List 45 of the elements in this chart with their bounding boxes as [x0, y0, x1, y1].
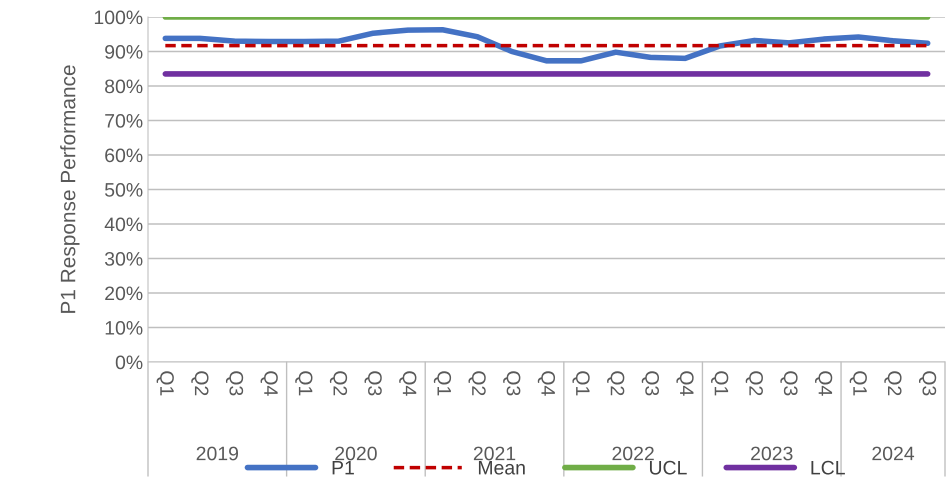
y-tick-label: 50%	[105, 182, 142, 197]
y-tick-label: 0%	[116, 355, 142, 370]
x-tick-label: Q1	[434, 371, 452, 396]
x-tick-label: Q4	[815, 371, 832, 396]
text: 2021	[474, 446, 516, 460]
y-tick-label: 90%	[105, 44, 142, 59]
x-tick-label: Q2	[884, 371, 902, 396]
x-tick-label: Q3	[780, 371, 798, 396]
legend-label: UCL	[650, 460, 687, 475]
y-tick-label: 80%	[105, 79, 142, 94]
x-tick-label: Q2	[607, 371, 624, 396]
y-tick-label: 30%	[104, 252, 142, 266]
y-tick-label: 40%	[104, 217, 142, 232]
x-tick-label: Q3	[642, 371, 660, 396]
y-tick-label: 100%	[94, 10, 142, 24]
x-tick-label: Q4	[676, 371, 694, 396]
legend-label: Mean	[478, 461, 525, 475]
x-tick-label: Q3	[364, 371, 382, 396]
x-tick-label: Q1	[711, 371, 728, 396]
x-tick-label: Q3	[226, 371, 244, 396]
x-tick-label: Q1	[156, 371, 174, 396]
y-tick-label: 20%	[105, 286, 142, 300]
legend-label: LCL	[811, 460, 845, 475]
legend-label: P1	[332, 461, 354, 474]
text: 2022	[612, 446, 654, 460]
text: 2019	[196, 446, 238, 460]
x-tick-label: Q2	[330, 371, 348, 396]
x-tick-label: Q3	[503, 371, 520, 396]
x-tick-label: Q1	[850, 371, 867, 396]
y-axis-title: P1 Response Performance	[60, 65, 80, 313]
y-tick-label: 60%	[105, 148, 142, 162]
x-tick-label: Q2	[191, 371, 209, 396]
x-tick-label: Q4	[538, 371, 556, 396]
x-tick-label: Q3	[918, 371, 936, 396]
text: 2020	[335, 446, 377, 460]
y-tick-label: 70%	[105, 114, 142, 128]
x-tick-label: Q1	[572, 371, 590, 396]
y-tick-label: 10%	[106, 320, 142, 335]
x-tick-label: Q4	[399, 371, 416, 396]
text: 2023	[751, 446, 793, 460]
x-tick-label: Q2	[746, 371, 763, 396]
x-tick-label: Q2	[468, 371, 486, 396]
x-tick-label: Q4	[260, 371, 278, 396]
x-tick-label: Q1	[295, 371, 312, 396]
text: 2024	[872, 446, 914, 460]
